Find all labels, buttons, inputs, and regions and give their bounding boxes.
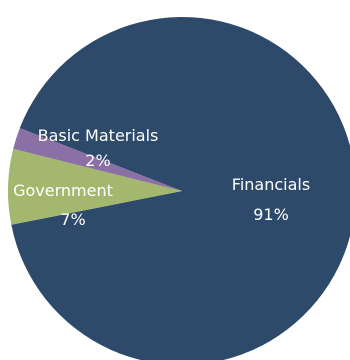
pie-slice-basic-materials bbox=[13, 128, 182, 191]
pie-slice-financials bbox=[11, 17, 350, 360]
label-financials-name: Financials bbox=[232, 175, 310, 194]
label-basic-materials-value: 2% bbox=[85, 151, 110, 170]
pie-slice-government bbox=[7, 148, 182, 225]
pie-labels: Financials 91% Government 7% Basic Mater… bbox=[13, 126, 310, 229]
label-government-value: 7% bbox=[60, 210, 85, 229]
label-financials-value: 91% bbox=[253, 205, 289, 224]
pie-slices bbox=[7, 17, 350, 360]
label-government-name: Government bbox=[13, 181, 113, 200]
label-basic-materials-name: Basic Materials bbox=[38, 126, 159, 145]
